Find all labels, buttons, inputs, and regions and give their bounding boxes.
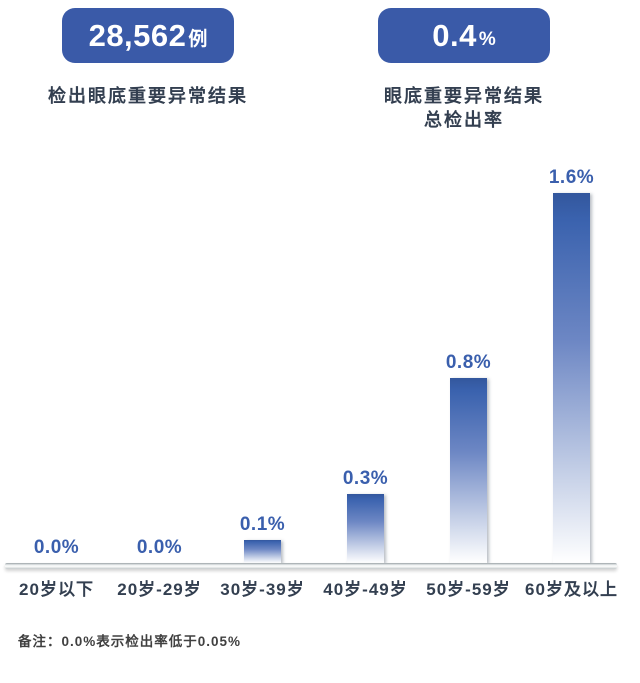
bar (244, 540, 281, 563)
caption-line: 总检出率 (424, 110, 504, 130)
x-axis-label: 40岁-49岁 (323, 580, 408, 599)
caption-line: 眼底重要异常结果 (384, 86, 544, 106)
bar-column: 0.1% (211, 160, 314, 563)
stat-detected-cases-value: 28,562 (88, 18, 187, 53)
bar-value-label: 0.1% (239, 514, 286, 535)
bar (347, 494, 384, 563)
stat-detection-rate: 0.4 % 眼底重要异常结果 总检出率 (334, 8, 594, 132)
bar-value-label: 0.0% (33, 537, 80, 558)
stat-detection-rate-value: 0.4 (432, 18, 477, 53)
x-axis-label: 60岁及以上 (525, 580, 618, 599)
bar-column: 0.0% (108, 160, 211, 563)
stat-detection-rate-box: 0.4 % (378, 8, 550, 63)
bar-column: 1.6% (520, 160, 623, 563)
bar-column: 0.8% (417, 160, 520, 563)
bar-value-label: 0.3% (342, 468, 389, 489)
x-axis-line (5, 563, 617, 569)
caption-line: 检出眼底重要异常结果 (48, 86, 248, 106)
bar-chart-plot-area: 0.0% 0.0% 0.1% 0.3% 0.8% 1.6% (5, 160, 623, 563)
stat-detection-rate-unit: % (478, 29, 496, 50)
x-axis-label: 20岁-29岁 (117, 580, 202, 599)
bar-column: 0.3% (314, 160, 417, 563)
x-axis-labels: 20岁以下 20岁-29岁 30岁-39岁 40岁-49岁 50岁-59岁 60岁及以上 (5, 575, 623, 600)
stat-detection-rate-caption: 眼底重要异常结果 总检出率 (334, 84, 594, 132)
x-axis-label: 20岁以下 (19, 580, 94, 599)
stat-detected-cases-box: 28,562 例 (62, 8, 234, 63)
stat-detected-cases: 28,562 例 检出眼底重要异常结果 (18, 8, 278, 108)
x-axis-label: 50岁-59岁 (426, 580, 511, 599)
bar (553, 193, 590, 563)
bar-column: 0.0% (5, 160, 108, 563)
bar-value-label: 0.0% (136, 537, 183, 558)
bar (450, 378, 487, 563)
stat-detected-cases-unit: 例 (188, 29, 208, 50)
bar-value-label: 0.8% (445, 352, 492, 373)
stat-detected-cases-caption: 检出眼底重要异常结果 (18, 84, 278, 108)
bar-value-label: 1.6% (548, 167, 595, 188)
footnote: 备注：0.0%表示检出率低于0.05% (18, 634, 242, 649)
x-axis-label: 30岁-39岁 (220, 580, 305, 599)
